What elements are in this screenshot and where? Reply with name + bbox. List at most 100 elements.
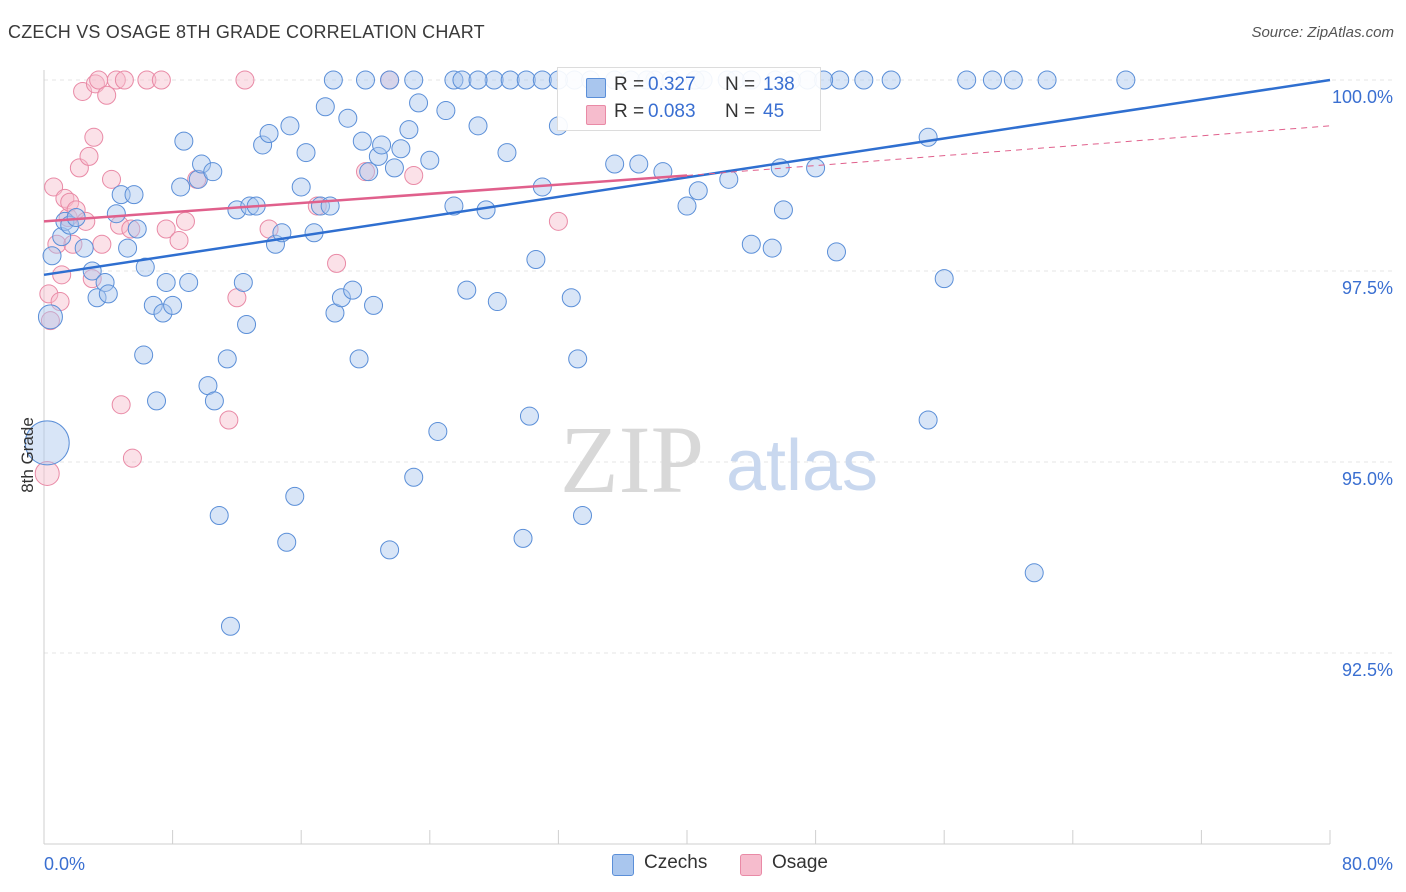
y-tick-label: 100.0% <box>1332 87 1393 107</box>
osage-point <box>169 230 189 250</box>
czech-point <box>156 272 176 292</box>
czech-point <box>280 116 300 136</box>
czech-point <box>237 314 257 334</box>
czech-point <box>806 158 826 178</box>
osage-point <box>44 177 64 197</box>
osage-n-value: 45 <box>763 101 785 122</box>
legend-czechs-swatch <box>612 854 634 876</box>
czech-point <box>259 123 279 143</box>
czech-point <box>457 280 477 300</box>
y-tick-label: 92.5% <box>1342 660 1393 680</box>
czech-point <box>918 127 938 147</box>
czech-point <box>526 250 546 270</box>
czech-point <box>516 70 536 90</box>
czech-point <box>135 257 155 277</box>
czech-point <box>227 200 247 220</box>
czech-point <box>444 196 464 216</box>
osage-swatch <box>586 105 606 125</box>
czech-point <box>1037 70 1057 90</box>
czech-point <box>380 540 400 560</box>
czech-point <box>773 200 793 220</box>
osage-point <box>82 269 102 289</box>
osage-point <box>34 460 60 486</box>
stats-box: R = 0.327 N = 138 R = 0.083 N = 45 <box>557 67 821 131</box>
osage-n-label: N = <box>725 101 756 122</box>
y-tick-label: 97.5% <box>1342 278 1393 298</box>
trend-lines <box>43 78 1331 277</box>
legend-item-czechs[interactable]: Czechs <box>612 852 722 876</box>
czech-point <box>98 284 118 304</box>
osage-trend-extension <box>686 125 1331 176</box>
legend-czechs-label: Czechs <box>644 852 708 873</box>
osage-point <box>40 311 60 331</box>
czech-point <box>934 269 954 289</box>
czech-point <box>291 177 311 197</box>
osage-point <box>63 234 83 254</box>
osage-point <box>122 448 142 468</box>
watermark: ZIP atlas <box>560 406 878 513</box>
czech-point <box>519 406 539 426</box>
osage-point <box>151 70 171 90</box>
czech-point <box>171 177 191 197</box>
czechs-r-label: R = <box>614 74 645 95</box>
czech-point <box>42 246 62 266</box>
osage-point <box>85 74 105 94</box>
source-label: Source: ZipAtlas.com <box>1251 24 1394 41</box>
osage-point <box>111 395 131 415</box>
czech-point <box>404 467 424 487</box>
czech-point <box>391 139 411 159</box>
czech-point <box>404 70 424 90</box>
czech-point <box>484 70 504 90</box>
x-tick-label-max: 80.0% <box>1342 854 1393 874</box>
czech-point <box>762 238 782 258</box>
czech-point <box>52 227 72 247</box>
czech-point <box>532 70 552 90</box>
osage-trend-line <box>43 174 688 223</box>
czech-point <box>444 70 464 90</box>
czechs-trend-line <box>43 78 1331 277</box>
legend-item-osage[interactable]: Osage <box>740 852 840 876</box>
czech-point <box>364 295 384 315</box>
osage-r-label: R = <box>614 101 645 122</box>
czech-point <box>1024 563 1044 583</box>
czech-point <box>209 505 229 525</box>
czech-points <box>24 70 1136 636</box>
czech-point <box>349 349 369 369</box>
legend-osage-label: Osage <box>772 852 828 873</box>
czech-point <box>338 108 358 128</box>
czech-point <box>573 505 593 525</box>
czech-point <box>285 486 305 506</box>
osage-point <box>235 70 255 90</box>
osage-point <box>156 219 176 239</box>
osage-point <box>97 85 117 105</box>
czech-point <box>233 272 253 292</box>
czech-point <box>277 532 297 552</box>
watermark-zip: ZIP <box>560 406 704 513</box>
legend-osage-swatch <box>740 854 762 876</box>
stats-row-osage: R = 0.083 N = 45 <box>558 101 820 127</box>
czech-point <box>153 303 173 323</box>
czech-point <box>605 154 625 174</box>
czech-point <box>561 288 581 308</box>
czechs-n-value: 138 <box>763 74 795 95</box>
czech-point <box>629 154 649 174</box>
czech-point <box>677 196 697 216</box>
czechs-n-label: N = <box>725 74 756 95</box>
osage-point <box>404 166 424 185</box>
chart-title: CZECH VS OSAGE 8TH GRADE CORRELATION CHA… <box>8 22 485 42</box>
czech-point <box>343 280 363 300</box>
czech-point <box>399 120 419 140</box>
czech-point <box>323 70 343 90</box>
stats-row-czechs: R = 0.327 N = 138 <box>558 74 820 100</box>
osage-point <box>548 211 568 231</box>
y-tick-label: 95.0% <box>1342 469 1393 489</box>
czech-point <box>918 410 938 430</box>
czech-point <box>163 295 183 315</box>
czech-point <box>118 238 138 258</box>
czech-point <box>741 234 761 254</box>
czech-point <box>982 70 1002 90</box>
czech-point <box>147 391 167 411</box>
czech-point <box>192 154 212 174</box>
czech-point <box>380 70 400 90</box>
